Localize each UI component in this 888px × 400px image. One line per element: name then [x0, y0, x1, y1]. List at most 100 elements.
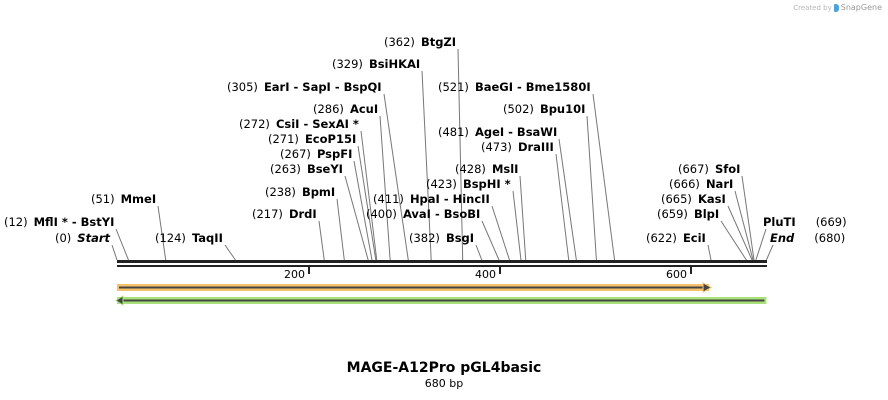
enzyme-site-label[interactable]: (382) BsgI [409, 231, 474, 245]
site-position: (382) [409, 231, 440, 245]
site-position: (659) [657, 207, 688, 221]
site-position: (263) [270, 162, 301, 176]
cut-site-line [318, 220, 325, 261]
enzyme-site-label[interactable]: (521) BaeGI - Bme1580I [438, 80, 591, 94]
ruler-tick-label: 200 [284, 268, 305, 281]
site-enzyme-name: BseYI [306, 162, 343, 176]
site-enzyme-name: EcoP15I [304, 132, 357, 146]
cut-site-line [357, 145, 377, 261]
site-position: (238) [265, 185, 296, 199]
site-enzyme-name: HpaI - HincII [409, 192, 490, 206]
enzyme-site-label[interactable]: (622) EciI [646, 231, 706, 245]
enzyme-site-label[interactable]: (473) DraIII [481, 140, 554, 154]
site-position: (329) [332, 57, 363, 71]
cut-site-line [224, 244, 236, 261]
site-position: (481) [438, 125, 469, 139]
site-enzyme-name: PluTI [763, 215, 796, 229]
site-position: (521) [438, 80, 469, 94]
cut-site-line [457, 48, 464, 261]
cut-site-line [727, 205, 753, 261]
cut-site-line [707, 244, 712, 261]
enzyme-site-label[interactable]: (666) NarI [669, 177, 733, 191]
site-enzyme-name: AgeI - BsaWI [474, 125, 558, 139]
enzyme-site-label[interactable]: (400) AvaI - BsoBI [366, 207, 480, 221]
ruler-tick-label: 600 [666, 268, 687, 281]
site-enzyme-name: MslI [491, 162, 519, 176]
cut-site-lines [111, 48, 774, 261]
site-position: (286) [313, 102, 344, 116]
backbone-bottom-strand [117, 265, 767, 267]
backbone [117, 260, 767, 267]
snapgene-branding: Created by SnapGene [793, 3, 882, 12]
enzyme-site-label[interactable]: (411) HpaI - HincII [373, 192, 490, 206]
enzyme-site-label[interactable]: (271) EcoP15I [268, 132, 356, 146]
enzyme-site-label[interactable]: End (680) [770, 231, 845, 245]
enzyme-site-label[interactable]: (51) MmeI [91, 192, 156, 206]
site-enzyme-name: TaqII [191, 231, 223, 245]
site-enzyme-name: DraIII [517, 140, 554, 154]
reverse-arrow-icon [115, 295, 124, 306]
ruler-tick [308, 267, 310, 274]
enzyme-site-label[interactable]: (286) AcuI [313, 102, 378, 116]
site-position: (124) [155, 231, 186, 245]
site-position: (305) [227, 80, 258, 94]
enzyme-site-label[interactable]: (667) SfoI [678, 162, 740, 176]
enzyme-site-label[interactable]: (0) Start [55, 231, 110, 245]
enzyme-site-label[interactable]: (238) BpmI [265, 185, 335, 199]
enzyme-site-label[interactable]: (272) CsiI - SexAI * [239, 117, 359, 131]
cut-site-line [344, 175, 369, 261]
enzyme-site-label[interactable]: (362) BtgZI [384, 35, 456, 49]
cut-site-line [481, 220, 500, 261]
sequence-length: 680 bp [424, 377, 464, 390]
cut-site-line [383, 93, 409, 261]
enzyme-site-label[interactable]: (502) Bpu10I [503, 102, 585, 116]
cut-site-line [558, 138, 577, 261]
enzyme-site-label[interactable]: (267) PspFI [280, 147, 352, 161]
cut-site-line [353, 160, 373, 261]
site-enzyme-name: BpmI [301, 185, 336, 199]
site-position: (666) [669, 177, 700, 191]
cut-site-line [555, 153, 570, 261]
site-position: (622) [646, 231, 677, 245]
site-enzyme-name: EciI [682, 231, 706, 245]
enzyme-site-label[interactable]: (217) DrdI [252, 207, 317, 221]
site-position: (680) [814, 231, 846, 245]
site-position: (51) [91, 192, 115, 206]
site-enzyme-name: BspHI * [462, 177, 511, 191]
site-position: (12) [4, 215, 28, 229]
cut-site-line [421, 70, 432, 261]
cut-site-line [111, 244, 118, 261]
enzyme-site-label[interactable]: (305) EarI - SapI - BspQI [227, 80, 382, 94]
snapgene-logo-icon [833, 3, 839, 12]
enzyme-site-label[interactable]: (428) MslI [455, 162, 518, 176]
cut-site-line [360, 130, 378, 261]
features [115, 282, 767, 306]
site-enzyme-name: MmeI [120, 192, 157, 206]
site-position: (411) [373, 192, 404, 206]
enzyme-site-label[interactable]: (263) BseYI [270, 162, 343, 176]
cut-site-line [379, 115, 391, 261]
site-enzyme-name: BsgI [445, 231, 475, 245]
enzyme-site-label[interactable]: (481) AgeI - BsaWI [438, 125, 557, 139]
site-position: (362) [384, 35, 415, 49]
site-position: (272) [239, 117, 270, 131]
enzyme-site-label[interactable]: (329) BsiHKAI [332, 57, 420, 71]
site-position: (217) [252, 207, 283, 221]
enzyme-site-label[interactable]: (12) MflI * - BstYI [4, 215, 114, 229]
cut-site-line [734, 190, 754, 261]
enzyme-site-label[interactable]: (665) KasI [661, 192, 726, 206]
cut-site-line [115, 228, 129, 261]
enzyme-site-label[interactable]: (124) TaqII [155, 231, 223, 245]
enzyme-site-label[interactable]: (659) BlpI [657, 207, 719, 221]
cut-site-line [592, 93, 616, 261]
site-position: (669) [815, 215, 847, 229]
site-position: (271) [268, 132, 299, 146]
enzyme-site-label[interactable]: (423) BspHI * [426, 177, 511, 191]
enzyme-site-label[interactable]: PluTI (669) [763, 215, 847, 229]
site-position: (428) [455, 162, 486, 176]
site-enzyme-name: EarI - SapI - BspQI [263, 80, 382, 94]
ruler: 200 400 600 [284, 267, 692, 281]
site-enzyme-name: Start [77, 231, 111, 245]
branding-prefix: Created by [793, 3, 832, 12]
